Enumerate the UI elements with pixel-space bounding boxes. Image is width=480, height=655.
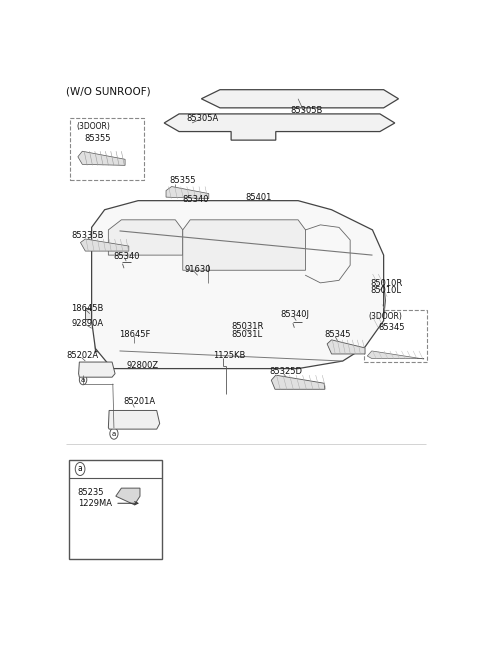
Text: 85305A: 85305A xyxy=(186,115,219,123)
Polygon shape xyxy=(183,220,305,271)
Circle shape xyxy=(79,375,87,384)
Text: 85010L: 85010L xyxy=(370,286,401,295)
Text: 18645F: 18645F xyxy=(120,330,151,339)
Bar xyxy=(69,460,162,559)
Circle shape xyxy=(125,237,129,243)
Polygon shape xyxy=(78,151,125,165)
Text: 85345: 85345 xyxy=(378,324,405,332)
Text: a: a xyxy=(81,377,85,383)
Polygon shape xyxy=(327,340,365,354)
Polygon shape xyxy=(202,90,398,108)
Polygon shape xyxy=(108,411,160,429)
Bar xyxy=(131,334,151,348)
Circle shape xyxy=(122,267,126,272)
Text: 85401: 85401 xyxy=(245,193,272,202)
Bar xyxy=(85,308,100,319)
Circle shape xyxy=(129,338,133,344)
Text: 85340J: 85340J xyxy=(280,310,309,319)
Text: a: a xyxy=(78,464,83,474)
Text: 91630: 91630 xyxy=(185,265,211,274)
Text: 1229MA: 1229MA xyxy=(78,498,112,508)
Circle shape xyxy=(221,356,224,360)
Circle shape xyxy=(293,327,297,332)
Text: 85325D: 85325D xyxy=(269,367,302,375)
Polygon shape xyxy=(367,351,424,359)
Bar xyxy=(156,327,171,336)
Text: 92800Z: 92800Z xyxy=(127,360,159,369)
Circle shape xyxy=(132,255,137,261)
Text: 85202A: 85202A xyxy=(67,352,99,360)
Text: 18645B: 18645B xyxy=(71,304,104,313)
Polygon shape xyxy=(166,187,209,198)
Text: 92890A: 92890A xyxy=(71,319,103,328)
Bar xyxy=(96,303,177,351)
Text: 85355: 85355 xyxy=(84,134,111,143)
Bar xyxy=(196,264,220,283)
Text: 85031L: 85031L xyxy=(232,330,263,339)
Polygon shape xyxy=(81,239,129,251)
Text: 1125KB: 1125KB xyxy=(213,352,246,360)
Bar xyxy=(156,337,171,348)
Polygon shape xyxy=(116,488,140,505)
Text: 85201A: 85201A xyxy=(123,397,156,406)
Text: 85355: 85355 xyxy=(170,176,196,185)
Polygon shape xyxy=(79,362,115,377)
Circle shape xyxy=(186,211,190,215)
Polygon shape xyxy=(92,200,384,369)
Circle shape xyxy=(125,328,129,334)
Text: 85305B: 85305B xyxy=(290,106,323,115)
Circle shape xyxy=(129,247,133,253)
Polygon shape xyxy=(108,220,183,255)
Text: (3DOOR): (3DOOR) xyxy=(369,312,403,321)
Polygon shape xyxy=(164,114,395,140)
Text: 85235: 85235 xyxy=(78,488,104,496)
Text: 85010R: 85010R xyxy=(370,279,402,288)
Text: 85345: 85345 xyxy=(324,330,350,339)
Polygon shape xyxy=(271,375,325,389)
Bar xyxy=(123,415,147,424)
Text: 85335B: 85335B xyxy=(71,231,104,240)
Circle shape xyxy=(75,462,85,476)
Polygon shape xyxy=(372,275,385,326)
Text: (3DOOR): (3DOOR) xyxy=(77,122,110,131)
Text: 85340: 85340 xyxy=(183,195,209,204)
Circle shape xyxy=(110,428,118,440)
Text: (W/O SUNROOF): (W/O SUNROOF) xyxy=(66,86,150,96)
Text: 85031R: 85031R xyxy=(232,322,264,331)
Text: a: a xyxy=(112,430,116,437)
Text: 85340: 85340 xyxy=(113,252,140,261)
Bar xyxy=(94,366,108,373)
